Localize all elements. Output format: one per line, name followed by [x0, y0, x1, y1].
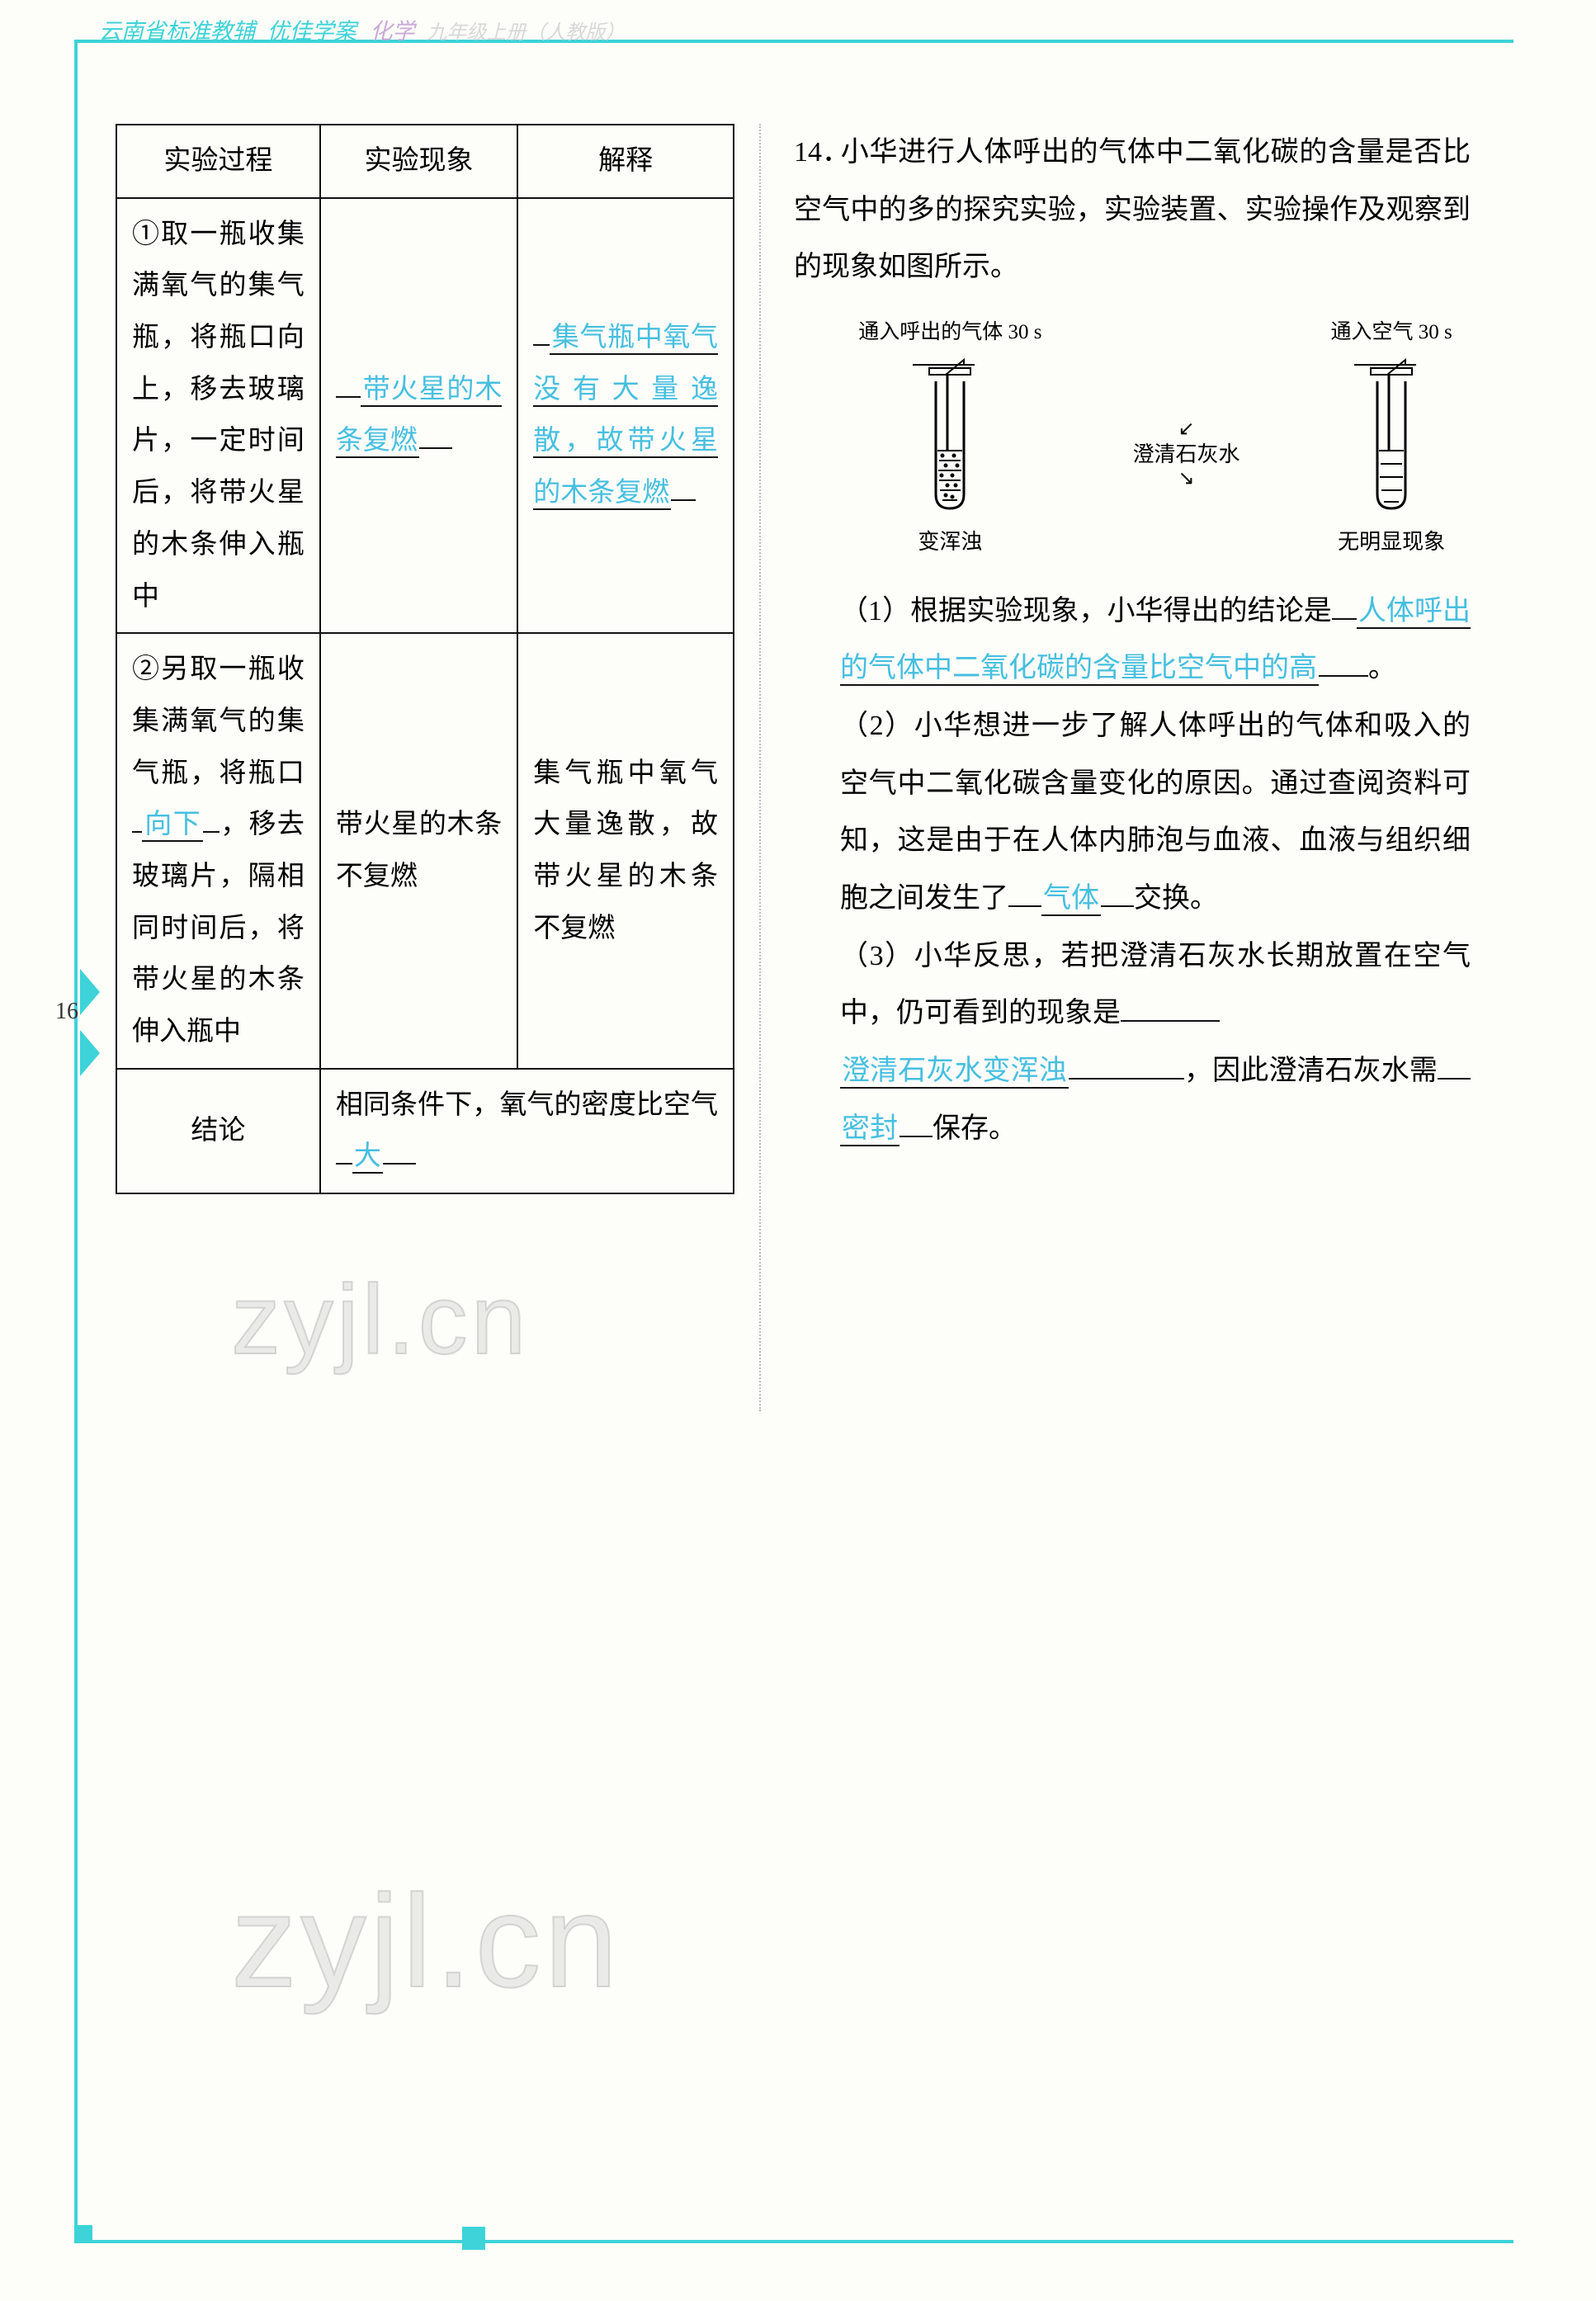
test-tube-icon	[904, 358, 995, 515]
row2-process-answer: 向下	[142, 810, 203, 842]
tube-right-caption: 无明显现象	[1331, 520, 1452, 564]
conclusion-label: 结论	[116, 1069, 320, 1193]
p3-after: 保存。	[933, 1113, 1017, 1144]
p1-before: （1）根据实验现象，小华得出的结论是	[840, 596, 1332, 626]
q14-p1: （1）根据实验现象，小华得出的结论是人体呼出的气体中二氧化碳的含量比空气中的高。	[794, 583, 1471, 697]
row2-process-before: ②另取一瓶收集满氧气的集气瓶，将瓶口	[132, 654, 305, 787]
watermark-2: zyjl.cn	[231, 1865, 621, 2017]
blank	[1438, 1078, 1471, 1080]
q14-p3: （3）小华反思，若把澄清石灰水长期放置在空气中，仍可看到的现象是 澄清石灰水变浑…	[794, 928, 1471, 1158]
blank	[419, 447, 452, 449]
header-subject: 化学	[371, 19, 415, 44]
mid-label-text: 澄清石灰水	[1132, 442, 1239, 466]
row2-phenomenon: 带火星的木条不复燃	[320, 633, 517, 1069]
blank	[900, 1136, 933, 1137]
row1-phenomenon: 带火星的木条复燃	[320, 198, 517, 634]
blank	[383, 1163, 416, 1165]
blank	[1008, 905, 1041, 907]
tube-right: 通入空气 30 s	[1331, 311, 1452, 565]
page-header: 云南省标准教辅 优佳学案 化学 九年级上册（人教版）	[99, 13, 625, 45]
blank	[203, 831, 220, 833]
border-left	[74, 40, 78, 2243]
header-subtitle: 优佳学案	[267, 19, 357, 44]
header-grade: 九年级上册（人教版）	[427, 22, 625, 44]
blank	[336, 396, 361, 398]
q14-number: 14．	[794, 124, 840, 182]
question-14: 14．小华进行人体呼出的气体中二氧化碳的含量是否比空气中的多的探究实验，实验装置…	[794, 124, 1471, 1157]
row1-phenomenon-answer: 带火星的木条复燃	[336, 375, 502, 459]
p3-answer1: 澄清石灰水变浑浊	[840, 1056, 1069, 1089]
row2-process-after: ，移去玻璃片，隔相同时间后，将带火星的木条伸入瓶中	[132, 810, 305, 1047]
right-column: 14．小华进行人体呼出的气体中二氧化碳的含量是否比空气中的多的探究实验，实验装置…	[761, 124, 1471, 1411]
row2-process: ②另取一瓶收集满氧气的集气瓶，将瓶口向下，移去玻璃片，隔相同时间后，将带火星的木…	[116, 633, 320, 1069]
blank	[533, 344, 550, 346]
page: 云南省标准教辅 优佳学案 化学 九年级上册（人教版） 16 实验过程 实验现象 …	[0, 0, 1596, 2301]
th-phenomenon: 实验现象	[320, 125, 517, 198]
blank	[1319, 675, 1368, 677]
conclusion-before: 相同条件下，氧气的密度比空气	[336, 1090, 718, 1120]
left-column: 实验过程 实验现象 解释 ①取一瓶收集满氧气的集气瓶，将瓶口向上，移去玻璃片，一…	[116, 124, 759, 1411]
table-row-1: ①取一瓶收集满氧气的集气瓶，将瓶口向上，移去玻璃片，一定时间后，将带火星的木条伸…	[116, 198, 734, 634]
blank	[1121, 1020, 1220, 1022]
tube-left: 通入呼出的气体 30 s	[858, 311, 1041, 565]
table-row-2: ②另取一瓶收集满氧气的集气瓶，将瓶口向下，移去玻璃片，隔相同时间后，将带火星的木…	[116, 633, 734, 1069]
header-series: 云南省标准教辅	[99, 19, 255, 44]
blank	[671, 499, 696, 501]
page-number: 16	[37, 999, 78, 1025]
p3-mid: ，因此澄清石灰水需	[1184, 1056, 1438, 1086]
corner-square-2	[462, 2227, 485, 2250]
p1-after: 。	[1368, 653, 1396, 683]
p2-answer: 气体	[1041, 883, 1101, 916]
experiment-table: 实验过程 实验现象 解释 ①取一瓶收集满氧气的集气瓶，将瓶口向上，移去玻璃片，一…	[116, 124, 734, 1194]
conclusion-text: 相同条件下，氧气的密度比空气大	[320, 1069, 734, 1193]
table-header-row: 实验过程 实验现象 解释	[116, 125, 734, 198]
blank	[1101, 905, 1134, 907]
blank	[1332, 618, 1357, 620]
row1-explain: 集气瓶中氧气没有大量逸散，故带火星的木条复燃	[517, 198, 734, 634]
row1-explain-answer: 集气瓶中氧气没有大量逸散，故带火星的木条复燃	[533, 323, 718, 510]
corner-square	[74, 2225, 92, 2243]
p3-before: （3）小华反思，若把澄清石灰水长期放置在空气中，仍可看到的现象是	[840, 941, 1471, 1029]
th-process: 实验过程	[116, 125, 320, 198]
table-conclusion-row: 结论 相同条件下，氧气的密度比空气大	[116, 1069, 734, 1193]
tube-right-top: 通入空气 30 s	[1331, 311, 1452, 353]
diagram-mid-label: ↙ 澄清石灰水 ↘	[1132, 418, 1239, 491]
blank	[336, 1163, 352, 1165]
tube-left-caption: 变浑浊	[858, 520, 1041, 564]
p3-answer2: 密封	[840, 1113, 900, 1146]
conclusion-answer: 大	[352, 1141, 383, 1174]
blank	[1069, 1078, 1184, 1080]
content: 实验过程 实验现象 解释 ①取一瓶收集满氧气的集气瓶，将瓶口向上，移去玻璃片，一…	[74, 50, 1513, 1411]
test-tube-icon	[1346, 358, 1437, 515]
th-explain: 解释	[517, 125, 734, 198]
row2-explain: 集气瓶中氧气大量逸散，故带火星的木条不复燃	[517, 633, 734, 1069]
row1-process: ①取一瓶收集满氧气的集气瓶，将瓶口向上，移去玻璃片，一定时间后，将带火星的木条伸…	[116, 198, 320, 634]
q14-p2: （2）小华想进一步了解人体呼出的气体和吸入的空气中二氧化碳含量变化的原因。通过查…	[794, 697, 1471, 928]
q14-diagram: 通入呼出的气体 30 s	[840, 311, 1471, 565]
q14-stem: 小华进行人体呼出的气体中二氧化碳的含量是否比空气中的多的探究实验，实验装置、实验…	[794, 137, 1471, 282]
p2-after: 交换。	[1134, 883, 1218, 914]
border-bottom	[74, 2240, 1513, 2243]
tube-left-top: 通入呼出的气体 30 s	[858, 311, 1041, 353]
blank	[132, 831, 142, 833]
